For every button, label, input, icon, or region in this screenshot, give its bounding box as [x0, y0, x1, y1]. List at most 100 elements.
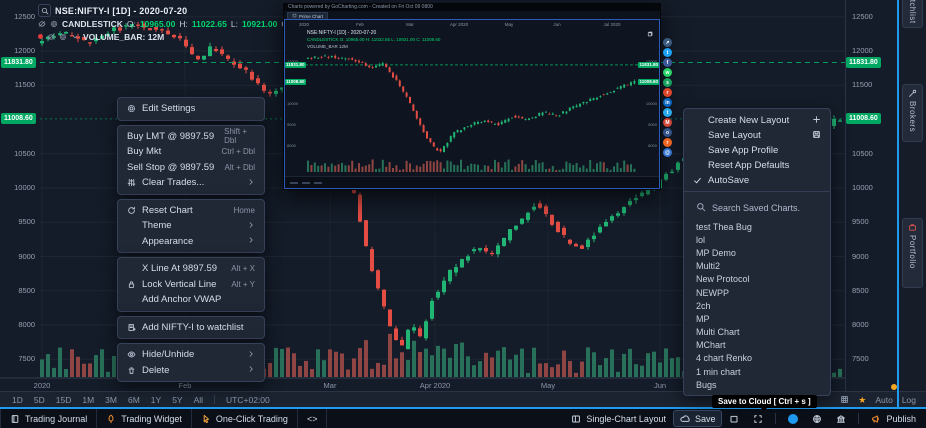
menu-item-x-line-at-9897-59[interactable]: X Line At 9897.59 Alt + X — [118, 261, 264, 277]
publish-button[interactable]: Publish — [865, 411, 922, 426]
timeframe-6m[interactable]: 6M — [127, 394, 140, 405]
share-reddit-icon[interactable]: r — [663, 88, 672, 97]
menu-item-clear-trades[interactable]: Clear Trades... — [118, 175, 264, 191]
share-facebook-icon[interactable]: f — [663, 58, 672, 67]
sidebar-tab-portfolio[interactable]: Portfolio — [902, 218, 923, 288]
timeframe-all[interactable]: All — [193, 394, 204, 405]
globe-button[interactable] — [806, 411, 828, 426]
menu-item-buy-lmt-9897-59[interactable]: Buy LMT @ 9897.59 Shift + Dbl — [118, 127, 264, 145]
timeframe-1y[interactable]: 1Y — [150, 394, 162, 405]
menu-item-hide-unhide[interactable]: Hide/Unhide — [118, 347, 264, 363]
menu-item-lock-vertical-line[interactable]: Lock Vertical Line Alt + Y — [118, 277, 264, 293]
price-axis-left[interactable]: 12500 12000 11500 10500 10000 9500 9000 8500 800… — [0, 0, 39, 378]
menu-item-edit-settings[interactable]: Edit Settings — [118, 101, 264, 117]
share-rss-icon[interactable]: r — [663, 138, 672, 147]
bank-button[interactable] — [830, 411, 852, 426]
rocket-icon — [106, 414, 116, 424]
share-mail-icon[interactable]: @ — [663, 148, 672, 157]
timeframe-5y[interactable]: 5Y — [172, 394, 183, 405]
saved-charts-search-input[interactable] — [712, 203, 822, 213]
timeframe-5d[interactable]: 5D — [33, 394, 45, 405]
menu-item-save-app-profile[interactable]: Save App Profile — [684, 143, 830, 158]
shortcut-hint: Home — [233, 205, 255, 215]
price-tick: 8500 — [18, 285, 35, 295]
share-gmail-icon[interactable]: M — [663, 118, 672, 127]
menu-item-reset-chart[interactable]: Reset Chart Home — [118, 203, 264, 219]
menu-item-autosave[interactable]: AutoSave — [684, 173, 830, 188]
trading-journal-button[interactable]: Trading Journal — [0, 409, 98, 428]
menu-item-buy-mkt[interactable]: Buy Mkt Ctrl + Dbl — [118, 144, 264, 160]
saved-chart-mp-demo[interactable]: MP Demo — [696, 247, 736, 258]
volume-label: VOLUME_BAR: 12M — [83, 31, 165, 42]
timeframe-1d[interactable]: 1D — [12, 394, 23, 405]
price-tick: 7500 — [852, 354, 869, 364]
saved-chart-new-protocol[interactable]: New Protocol — [696, 274, 750, 285]
auto-scale-toggle[interactable]: Auto — [875, 395, 893, 405]
saved-chart-lol[interactable]: lol — [696, 234, 706, 245]
saved-chart-mchart[interactable]: MChart — [696, 340, 726, 351]
share-telegram-icon[interactable]: t — [663, 108, 672, 117]
code-button[interactable]: <> — [298, 409, 328, 428]
tab-prime-chart[interactable]: Prime Chart — [287, 12, 329, 19]
price-tick: 10500 — [852, 148, 873, 158]
menu-item-save-layout[interactable]: Save Layout — [684, 128, 830, 143]
saved-chart-newpp[interactable]: NEWPP — [696, 287, 730, 298]
share-linkedin-icon[interactable]: in — [663, 98, 672, 107]
favorite-star-icon[interactable]: ★ — [858, 394, 867, 405]
timeframe-3m[interactable]: 3M — [105, 394, 117, 405]
preview-tab-bar: Prime Chart — [284, 11, 660, 19]
menu-item-reset-app-defaults[interactable]: Reset App Defaults — [684, 158, 830, 173]
menu-item-label: Appearance — [142, 235, 194, 247]
save-button[interactable]: Save — [672, 410, 723, 427]
menu-item-add-anchor-vwap[interactable]: Add Anchor VWAP — [118, 292, 264, 308]
menu-item-create-new-layout[interactable]: Create New Layout — [684, 113, 830, 128]
toolbar-divider — [0, 407, 926, 409]
grid-icon[interactable] — [840, 395, 849, 406]
saved-chart-mp[interactable]: MP — [696, 313, 710, 324]
timeframe-15d[interactable]: 15D — [55, 394, 72, 405]
share-whatsapp-icon[interactable]: w — [663, 68, 672, 77]
price-tick: 10000 — [14, 183, 35, 192]
preview-month-tick: Jul 2020 — [603, 22, 621, 27]
help-button[interactable] — [782, 411, 804, 426]
share-outlook-icon[interactable]: o — [663, 128, 672, 137]
log-scale-toggle[interactable]: Log — [901, 395, 916, 405]
menu-section: Reset Chart Home Theme Appearance — [117, 198, 265, 253]
share-share-icon[interactable]: ↗ — [663, 38, 672, 47]
time-axis[interactable]: 2020 Feb Mar Apr 2020 May Jun — [0, 378, 845, 391]
saved-chart-multi2[interactable]: Multi2 — [696, 261, 721, 272]
check-icon — [693, 176, 702, 185]
menu-item-theme[interactable]: Theme — [118, 218, 264, 234]
saved-chart-4-chart-renko[interactable]: 4 chart Renko — [696, 353, 753, 364]
menu-item-delete[interactable]: Delete — [118, 363, 264, 379]
symbol-search-icon[interactable] — [38, 4, 51, 17]
wrench-icon — [908, 89, 917, 98]
sliders-icon — [127, 178, 136, 187]
menu-item-appearance[interactable]: Appearance — [118, 234, 264, 250]
timeframe-1m[interactable]: 1M — [82, 394, 95, 405]
sidebar-tab-brokers[interactable]: Brokers — [902, 84, 923, 142]
share-twitter-icon[interactable]: t — [663, 48, 672, 57]
screenshot-button[interactable] — [723, 411, 745, 426]
chart-preview-window[interactable]: Charts powered by GoCharting.com - Creat… — [283, 3, 661, 190]
menu-item-label: Buy LMT @ 9897.59 — [127, 130, 215, 142]
sidebar-tab-watchlist[interactable]: Watchlist — [902, 0, 923, 28]
menu-item-add-nifty-i-to-watchlist[interactable]: Add NIFTY-I to watchlist — [118, 320, 264, 336]
saved-chart-bugs[interactable]: Bugs — [696, 379, 717, 390]
single-chart-layout-button[interactable]: Single-Chart Layout — [565, 411, 672, 426]
preview-price-label: 11008.60 — [638, 78, 659, 85]
menu-item-sell-stop-9897-59[interactable]: Sell Stop @ 9897.59 Alt + Dbl — [118, 160, 264, 176]
share-sharechat-icon[interactable]: s — [663, 78, 672, 87]
mega-icon — [871, 414, 881, 424]
saved-chart-test-thea-bug[interactable]: test Thea Bug — [696, 221, 752, 232]
fullscreen-button[interactable] — [747, 411, 769, 426]
trading-journal-button-label: Trading Journal — [25, 413, 88, 424]
study-label: CANDLESTICK — [62, 18, 123, 29]
saved-chart-2ch[interactable]: 2ch — [696, 300, 711, 311]
saved-chart-multi-chart[interactable]: Multi Chart — [696, 327, 740, 338]
one-click-trading-button[interactable]: One-Click Trading — [192, 409, 298, 428]
saved-chart-1-min-chart[interactable]: 1 min chart — [696, 366, 741, 377]
timezone-selector[interactable]: UTC+02:00 — [226, 394, 270, 405]
copy-icon[interactable] — [647, 24, 653, 42]
trading-widget-button[interactable]: Trading Widget — [97, 409, 192, 428]
